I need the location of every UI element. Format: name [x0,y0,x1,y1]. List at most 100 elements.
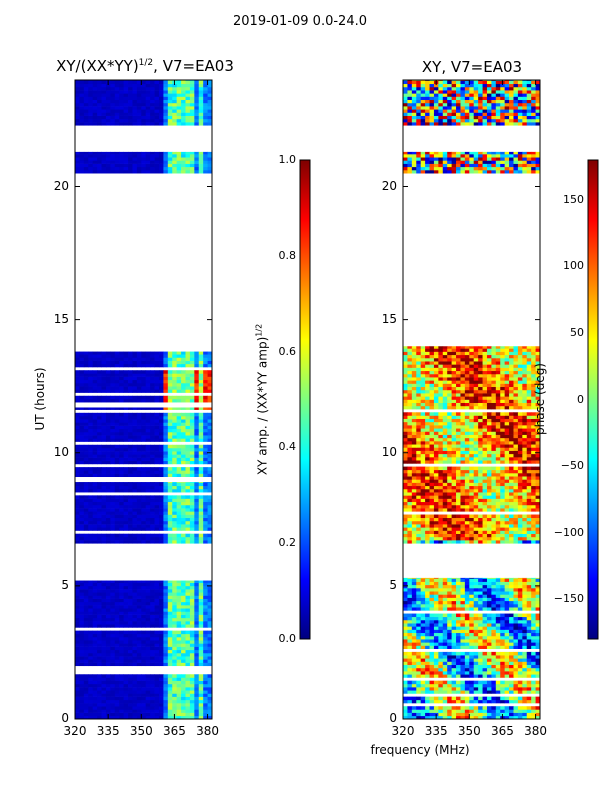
heatmap-cell [181,598,186,603]
heatmap-cell [482,696,488,701]
heatmap-cell [176,674,182,678]
heatmap-cell [531,658,536,662]
heatmap-cell [75,428,80,433]
heatmap-cell [158,683,164,688]
heatmap-cell [75,611,80,615]
heatmap-cell [203,514,208,519]
heatmap-cell [517,616,523,621]
heatmap-cell [79,649,85,654]
heatmap-cell [473,712,479,717]
heatmap-cell [486,581,492,586]
heatmap-cell [110,703,116,707]
heatmap-cell [83,652,89,657]
heatmap-cell [119,416,125,420]
heatmap-cell [163,511,169,515]
heatmap-cell [145,90,151,94]
heatmap-cell [176,511,182,515]
heatmap-cell [110,611,116,615]
heatmap-cell [433,639,439,643]
heatmap-cell [79,709,85,713]
heatmap-cell [128,540,133,544]
heatmap-cell [491,680,497,685]
heatmap-cell [123,633,129,638]
heatmap-cell [158,533,164,538]
heatmap-cell [456,584,461,589]
heatmap-cell [123,520,129,525]
heatmap-cell [97,93,102,97]
heatmap-cell [97,435,102,439]
heatmap-cell [172,696,178,701]
heatmap-cell [75,589,80,593]
heatmap-cell [420,683,426,688]
heatmap-cell [176,582,182,587]
heatmap-cell [185,83,191,88]
heatmap-cell [128,482,133,487]
heatmap-cell [75,585,80,590]
heatmap-cell [203,595,208,599]
heatmap-cell [136,712,142,717]
heatmap-cell [163,643,169,647]
heatmap-cell [150,662,155,667]
heatmap-cell [478,527,483,531]
heatmap-cell [136,527,142,531]
heatmap-cell [105,96,111,101]
heatmap-cell [167,630,173,635]
heatmap-cell [150,473,155,478]
heatmap-cell [531,594,536,598]
heatmap-cell [464,661,470,665]
heatmap-cell [451,632,457,637]
heatmap-cell [128,112,133,116]
heatmap-cell [433,524,439,528]
heatmap-cell [88,504,94,509]
heatmap-cell [198,425,204,430]
heatmap-cell [110,386,116,390]
heatmap-cell [163,595,169,599]
heatmap-cell [75,93,80,97]
heatmap-cell [469,642,475,646]
heatmap-cell [176,712,182,717]
heatmap-cell [88,601,94,606]
heatmap-cell [189,398,195,403]
heatmap-cell [79,83,85,88]
heatmap-cell [101,662,107,667]
heatmap-cell [88,86,94,91]
heatmap-cell [181,425,186,430]
heatmap-cell [97,99,102,104]
heatmap-cell [486,616,492,621]
heatmap-cell [132,438,138,442]
heatmap-cell [132,93,138,97]
heatmap-cell [123,357,129,361]
heatmap-cell [189,646,195,651]
heatmap-cell [75,633,80,638]
heatmap-cell [456,581,461,586]
heatmap-cell [97,151,102,155]
heatmap-cell [92,498,98,503]
heatmap-cell [136,520,142,525]
heatmap-cell [203,470,208,474]
heatmap-cell [83,99,89,104]
heatmap-cell [83,659,89,663]
heatmap-cell [194,504,200,509]
heatmap-cell [163,473,169,478]
heatmap-cell [101,351,107,355]
heatmap-cell [429,674,435,678]
heatmap-cell [163,122,169,126]
heatmap-cell [110,504,116,509]
heatmap-cell [75,677,80,681]
heatmap-cell [181,467,186,471]
heatmap-cell [145,488,151,493]
heatmap-cell [531,667,536,672]
heatmap-cell [136,157,142,161]
heatmap-cell [110,693,116,697]
heatmap-cell [92,585,98,590]
heatmap-cell [114,485,120,490]
heatmap-cell [185,482,191,483]
heatmap-cell [83,674,89,678]
heatmap-cell [425,683,430,688]
heatmap-cell [420,536,426,541]
heatmap-cell [105,169,111,174]
heatmap-cell [451,581,457,586]
heatmap-cell [132,659,138,663]
heatmap-cell [92,160,98,164]
heatmap-cell [207,709,213,713]
